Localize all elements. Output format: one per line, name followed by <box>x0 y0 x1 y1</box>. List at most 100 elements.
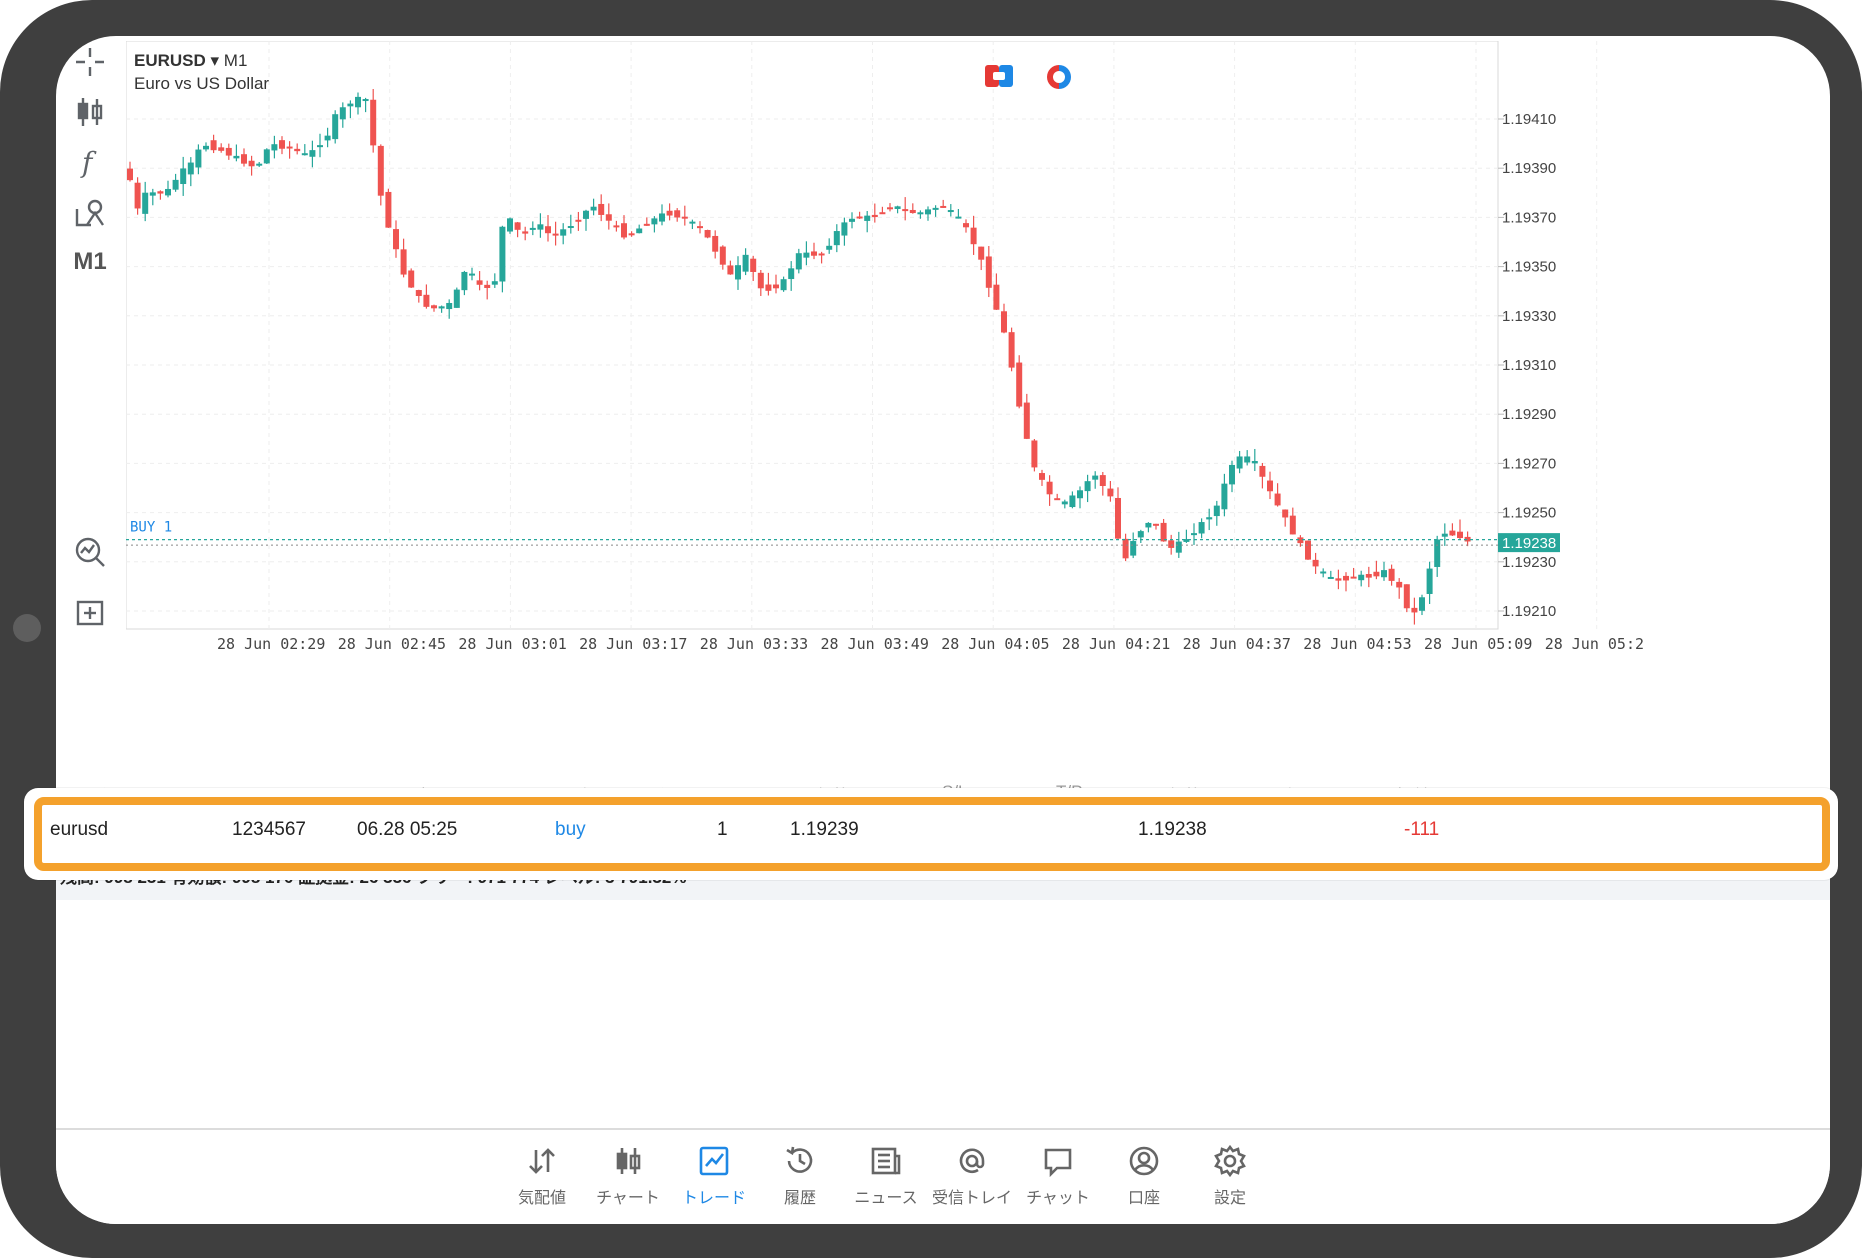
candle-up <box>894 206 901 209</box>
candle-down <box>909 209 916 214</box>
function-icon[interactable]: f <box>64 136 116 188</box>
candle-up <box>1130 541 1137 556</box>
candle-down <box>1350 576 1357 579</box>
candle-down <box>1039 473 1045 480</box>
candle-up <box>735 265 741 280</box>
candle-down <box>408 270 415 288</box>
candle-up <box>955 216 962 219</box>
candle-down <box>765 284 772 291</box>
candle-down <box>704 230 711 238</box>
nav-trade[interactable]: トレード <box>666 1140 762 1208</box>
candle-down <box>385 191 392 228</box>
candle-up <box>172 179 179 190</box>
candle-down <box>719 246 726 265</box>
nav-news[interactable]: ニュース <box>838 1140 934 1208</box>
buy-order-label: BUY 1 <box>130 520 172 536</box>
price-tick-label: 1.19230 <box>1502 554 1556 571</box>
chart-candles-icon <box>616 1148 641 1174</box>
position-row[interactable]: eurusd 1234567 06.28 05:25 buy 1 1.19239… <box>34 797 1830 871</box>
nav-quotes-label: 気配値 <box>517 1190 566 1207</box>
candle-down <box>1396 581 1403 588</box>
candle-down <box>643 223 650 226</box>
candle-down <box>476 280 483 285</box>
indicator-icon[interactable] <box>64 526 116 578</box>
time-tick-label: 28 Jun 05:2 <box>1545 635 1644 653</box>
price-chart[interactable]: BUY 1 1.19238 1.19410 1.19390 1.19370 1.1935… <box>126 41 1830 781</box>
candle-up <box>1061 501 1068 505</box>
candle-down <box>985 256 992 288</box>
candle-up <box>803 252 810 258</box>
depth-of-market-icon[interactable] <box>1044 63 1074 91</box>
left-toolbar: f M1 <box>56 36 124 776</box>
add-window-icon[interactable] <box>64 586 116 638</box>
candlestick-icon[interactable] <box>64 86 116 138</box>
candle-down <box>681 216 688 219</box>
chat-bubble-icon <box>1044 1148 1072 1178</box>
time-tick-label: 28 Jun 02:45 <box>338 635 446 653</box>
candle-down <box>1267 480 1273 492</box>
price-tick-label: 1.19290 <box>1502 406 1556 423</box>
candle-up <box>529 227 536 230</box>
timeframe-dropdown[interactable]: ▾ M1 <box>210 51 248 70</box>
candle-up <box>636 228 643 234</box>
candle-down <box>1289 515 1296 535</box>
nav-mailbox[interactable]: 受信トレイ <box>924 1140 1020 1208</box>
candle-down <box>674 210 681 218</box>
symbol-info: EURUSD ▾ M1 Euro vs US Dollar <box>134 49 269 95</box>
candle-down <box>970 227 977 245</box>
candle-up <box>651 218 658 225</box>
candle-up <box>1206 517 1213 520</box>
candle-up <box>1236 456 1243 469</box>
candle-up <box>537 224 544 230</box>
candle-down <box>127 168 133 181</box>
nav-history[interactable]: 履歴 <box>752 1140 848 1208</box>
candle-down <box>1122 538 1129 559</box>
candle-up <box>841 222 848 236</box>
crosshair-icon[interactable] <box>64 36 116 88</box>
candle-up <box>309 150 316 157</box>
candle-down <box>1373 571 1380 577</box>
candle-up <box>142 192 149 214</box>
candle-down <box>415 290 422 297</box>
nav-quotes[interactable]: 気配値 <box>494 1140 590 1208</box>
candle-down <box>811 251 817 256</box>
app-screen: f M1 BUY 1 1.19238 1.19410 1.19390 1.19370 1… <box>56 36 1830 1224</box>
candle-up <box>1213 505 1220 517</box>
nav-chart[interactable]: チャート <box>580 1140 676 1208</box>
candle-up <box>1320 571 1327 574</box>
candle-up <box>446 302 453 310</box>
objects-icon[interactable] <box>64 186 116 238</box>
candle-up <box>438 306 445 309</box>
candle-down <box>940 205 947 208</box>
candle-up <box>689 221 696 224</box>
nav-accounts[interactable]: 口座 <box>1096 1140 1192 1208</box>
candle-up <box>1229 464 1235 485</box>
candle-down <box>1259 465 1266 477</box>
candle-up <box>1434 539 1441 567</box>
candle-up <box>947 210 954 213</box>
candle-up <box>469 273 475 276</box>
candle-up <box>1426 568 1433 594</box>
time-tick-label: 28 Jun 05:09 <box>1424 635 1532 653</box>
nav-settings[interactable]: 設定 <box>1182 1140 1278 1208</box>
nav-chat[interactable]: チャット <box>1010 1140 1106 1208</box>
candle-down <box>134 182 141 209</box>
current-price-text: 1.19238 <box>1502 535 1556 552</box>
candle-up <box>195 149 202 168</box>
candle-up <box>1092 475 1099 480</box>
candle-up <box>1198 522 1205 534</box>
timeframe-button[interactable]: M1 <box>73 248 107 275</box>
candle-up <box>301 153 308 156</box>
candle-down <box>157 191 164 194</box>
chart-canvas[interactable]: BUY 1 1.19238 1.19410 1.19390 1.19370 1.1935… <box>126 41 1830 661</box>
candle-up <box>932 207 939 210</box>
candle-down <box>621 223 627 238</box>
candle-down <box>1046 481 1053 495</box>
price-tick-label: 1.19390 <box>1502 160 1556 177</box>
one-click-trading-icon[interactable] <box>984 63 1014 89</box>
candle-up <box>1137 531 1144 538</box>
candle-down <box>1008 332 1015 368</box>
position-type: buy <box>555 819 586 840</box>
candle-up <box>1251 461 1258 464</box>
symbol-description: Euro vs US Dollar <box>134 74 270 93</box>
